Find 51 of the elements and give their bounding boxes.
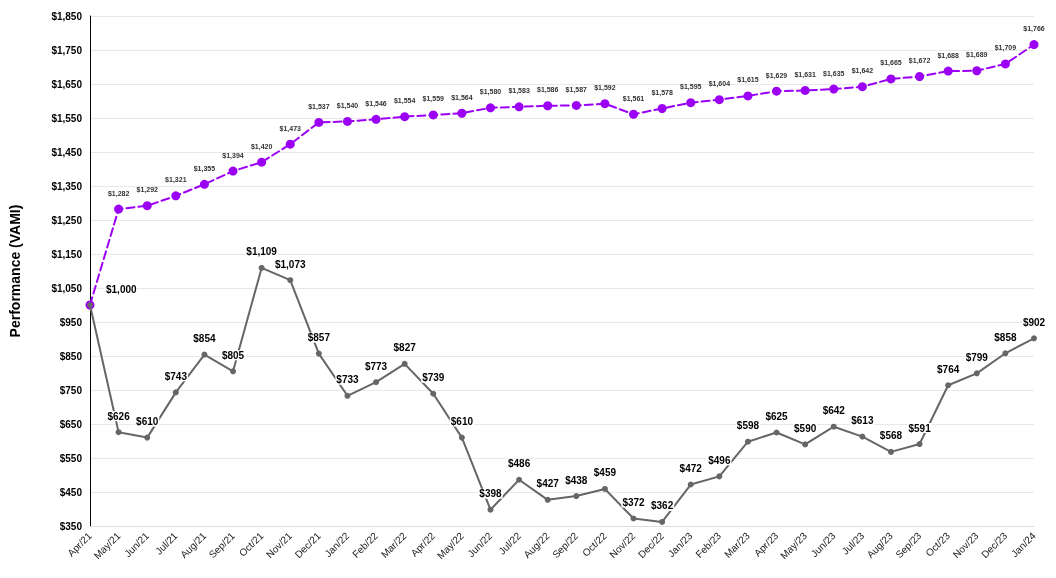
y-tick-label: $1,850 [51,10,83,22]
data-label: $486 [507,458,531,470]
data-label: $472 [679,463,703,475]
data-label: $857 [307,332,331,344]
data-label: $739 [422,372,445,384]
y-axis-title: Performance (VAMI) [7,204,23,338]
data-label: $610 [450,416,474,428]
data-label: $625 [765,411,789,422]
y-tick-label: $550 [59,452,83,464]
data-label: $591 [908,422,932,434]
data-label: $438 [565,474,588,486]
data-label: $459 [593,467,617,479]
data-label: $590 [794,422,817,434]
data-label: $496 [708,454,731,466]
data-label: $902 [1022,316,1046,328]
data-label: $372 [622,497,646,509]
data-label: $610 [136,416,159,428]
y-tick-label: $850 [59,350,83,362]
data-label: $858 [994,331,1017,343]
data-label: $568 [879,430,903,442]
data-label: $773 [364,360,388,372]
data-label: $1,000 [106,283,138,295]
data-label: $1,109 [246,246,278,258]
y-tick-label: $1,350 [51,180,83,192]
y-tick-label: $450 [59,486,83,498]
y-tick-label: $1,250 [51,214,83,226]
data-label: $743 [164,370,188,382]
y-tick-label: $1,550 [51,112,83,124]
y-tick-label: $1,450 [51,146,83,158]
y-tick-label: $1,050 [51,282,83,294]
y-tick-label: $350 [59,520,83,532]
data-label: $642 [822,405,846,417]
y-tick-label: $950 [59,316,83,328]
data-label: $764 [937,363,960,375]
data-label: $799 [965,351,989,363]
y-tick-label: $1,150 [51,248,83,260]
data-label: $613 [851,415,874,427]
data-label: $626 [107,410,131,422]
data-label: $362 [651,500,674,512]
y-tick-label: $1,750 [51,44,83,56]
data-label: $1,073 [274,258,306,270]
data-label: $733 [336,374,360,386]
data-label: $427 [536,478,560,490]
data-label: $827 [393,342,417,354]
data-label: $854 [193,333,216,345]
data-label: $598 [736,420,760,432]
y-tick-label: $750 [59,384,83,396]
data-label: $398 [479,488,503,500]
y-tick-label: $1,650 [51,78,83,90]
y-tick-label: $650 [59,418,83,430]
data-label: $805 [221,349,245,361]
